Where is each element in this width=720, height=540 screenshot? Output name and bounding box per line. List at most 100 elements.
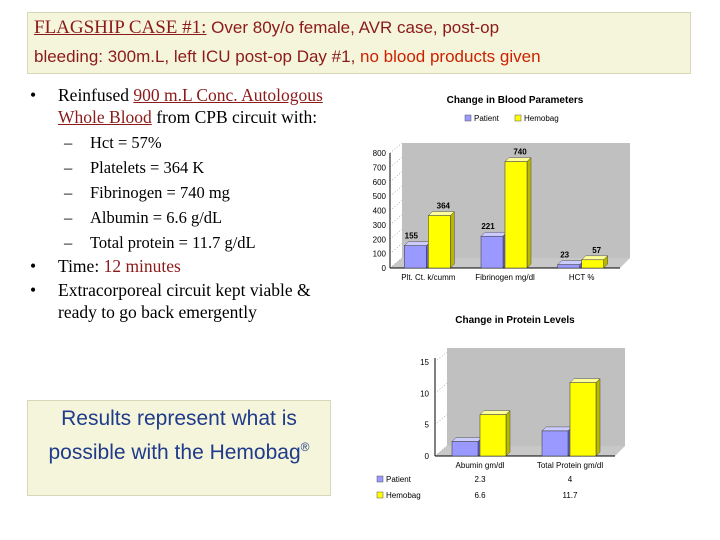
- bar-hemobag: [479, 414, 507, 457]
- legend-label-1: Hemobag: [524, 114, 559, 123]
- legend-swatch-0: [376, 475, 384, 483]
- gridline: [389, 142, 403, 154]
- bullet-dot: •: [30, 280, 37, 300]
- chart-title: Change in Blood Parameters: [447, 95, 584, 106]
- bar-top: [541, 426, 573, 432]
- y-tick-label: 0: [382, 264, 387, 273]
- y-tick-label: 700: [373, 163, 387, 172]
- bar-hemobag: [569, 382, 597, 457]
- y-tick-label: 300: [373, 221, 387, 230]
- bar-top: [479, 410, 511, 415]
- dash: –: [64, 158, 73, 177]
- bar-top: [451, 437, 483, 442]
- bar-patient: [451, 441, 479, 457]
- x-tick-label: Plt. Ct. k/cumm: [401, 273, 456, 282]
- table-value: 6.6: [474, 491, 486, 500]
- gridline: [389, 214, 403, 226]
- bar-hemobag: [428, 215, 451, 269]
- dash: –: [64, 133, 73, 152]
- y-tick-label: 5: [425, 421, 430, 430]
- gridline: [389, 171, 403, 182]
- bullet-reinfused-highlight: 900 m.L Conc. Autologous Whole Blood: [58, 85, 323, 127]
- legend-label-0: Patient: [386, 475, 412, 484]
- gridline: [389, 200, 403, 211]
- title-line-1-text: Over 80y/o female, AVR case, post-op: [206, 18, 500, 37]
- bullet-list: • Reinfused 900 m.L Conc. Autologous Who…: [30, 84, 350, 325]
- bar-top: [427, 211, 455, 216]
- sub-item-text: Platelets = 364 K: [90, 158, 205, 177]
- bullet-time: • Time: 12 minutes: [30, 255, 350, 277]
- bar-top: [403, 241, 431, 246]
- bar-top: [569, 378, 601, 383]
- legend-swatch-1: [376, 491, 384, 499]
- legend-swatch-0: [464, 114, 472, 122]
- bullet-time-pre: Time:: [58, 256, 104, 276]
- y-tick-label: 600: [373, 178, 387, 187]
- sub-item-fibrinogen: – Fibrinogen = 740 mg: [30, 180, 350, 205]
- bullet-dot: •: [30, 85, 37, 105]
- x-tick-label: HCT %: [569, 273, 595, 282]
- sub-item-text: Total protein = 11.7 g/dL: [90, 233, 256, 252]
- bar-patient: [557, 264, 580, 269]
- gridline: [389, 157, 403, 168]
- bar-top: [480, 232, 508, 237]
- dash: –: [64, 208, 73, 227]
- sub-item-hct: – Hct = 57%: [30, 130, 350, 155]
- dash: –: [64, 233, 73, 252]
- bullet-reinfused: • Reinfused 900 m.L Conc. Autologous Who…: [30, 84, 350, 128]
- sub-item-albumin: – Albumin = 6.6 g/dL: [30, 205, 350, 230]
- title-line-1: FLAGSHIP CASE #1: Over 80y/o female, AVR…: [34, 17, 499, 39]
- bar-hemobag: [504, 161, 528, 269]
- y-tick-label: 15: [420, 358, 429, 367]
- data-label: 155: [405, 232, 419, 241]
- bar-top: [557, 260, 585, 265]
- flagship-label: FLAGSHIP CASE #1:: [34, 17, 207, 38]
- data-label: 221: [481, 222, 495, 231]
- blood-parameters-chart: Change in Blood Parameters Patient Hemobag…: [373, 95, 630, 282]
- sub-item-text: Hct = 57%: [90, 133, 162, 152]
- gridline: [434, 414, 448, 425]
- y-tick-label: 500: [373, 192, 387, 201]
- title-line-2-highlight: no blood products given: [360, 47, 541, 66]
- bar-side: [526, 157, 532, 269]
- data-label: 740: [513, 148, 527, 157]
- y-tick-label: 10: [420, 389, 429, 398]
- sub-item-text: Fibrinogen = 740 mg: [90, 183, 230, 202]
- y-tick-label: 0: [425, 452, 430, 461]
- table-value: 4: [568, 475, 573, 484]
- legend-swatch-1: [514, 114, 522, 122]
- gridline: [434, 351, 448, 363]
- bar-side: [595, 378, 601, 457]
- data-label: 57: [592, 246, 601, 255]
- gridline: [389, 185, 403, 197]
- table-value: 11.7: [563, 491, 579, 500]
- bar-patient: [404, 245, 427, 269]
- bar-patient: [480, 235, 504, 269]
- protein-levels-chart: Change in Protein Levels 0 5 10 15 Abumin gm/…: [376, 315, 625, 500]
- registered-mark: ®: [300, 440, 310, 454]
- y-tick-label: 800: [373, 149, 387, 158]
- bullet-reinfused-pre: Reinfused: [58, 85, 134, 105]
- y-tick-label: 200: [373, 235, 387, 244]
- gridline: [389, 243, 403, 254]
- results-text: Results represent what is possible with …: [48, 407, 301, 464]
- bullet-time-highlight: 12 minutes: [103, 256, 181, 276]
- x-tick-label: Total Protein gm/dl: [537, 461, 603, 470]
- gridline: [434, 383, 448, 394]
- sub-item-text: Albumin = 6.6 g/dL: [90, 208, 223, 227]
- bar-side: [505, 410, 511, 457]
- x-tick-label: Fibrinogen mg/dl: [475, 273, 535, 282]
- data-label: 23: [560, 251, 569, 260]
- gridline: [389, 229, 403, 240]
- legend-label-0: Patient: [474, 114, 500, 123]
- bar-top: [581, 255, 609, 261]
- bullet-reinfused-post: from CPB circuit with:: [151, 107, 318, 127]
- y-tick-label: 100: [373, 250, 387, 259]
- chart-title: Change in Protein Levels: [455, 315, 575, 326]
- legend-label-1: Hemobag: [386, 491, 421, 500]
- bullet-circuit: • Extracorporeal circuit kept viable & r…: [30, 279, 350, 323]
- bullet-circuit-text: Extracorporeal circuit kept viable & rea…: [58, 280, 311, 322]
- bullet-dot: •: [30, 256, 37, 276]
- sub-item-protein: – Total protein = 11.7 g/dL: [30, 230, 350, 255]
- dash: –: [64, 183, 73, 202]
